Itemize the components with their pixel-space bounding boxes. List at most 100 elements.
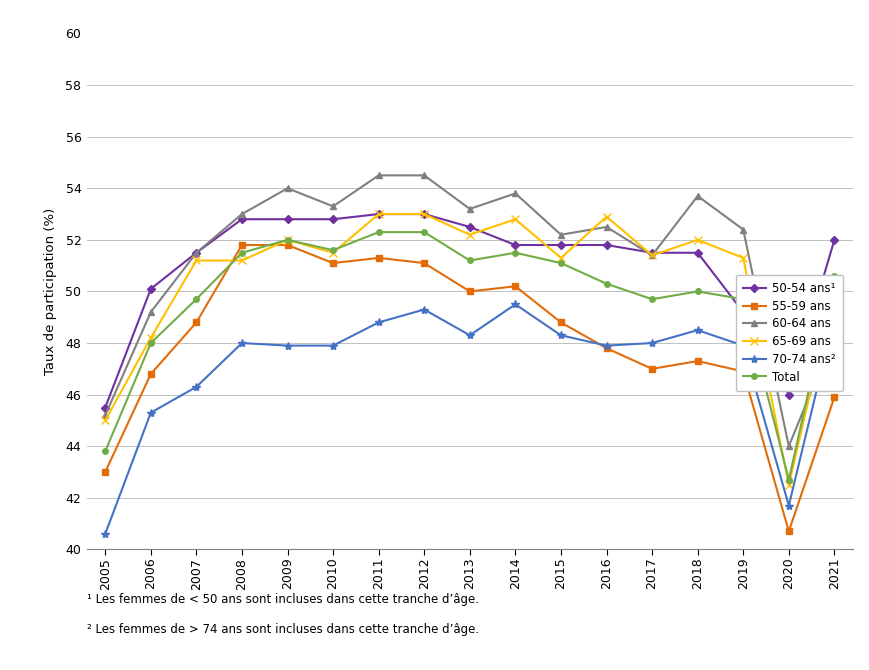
60-64 ans <box>600 223 611 231</box>
65-69 ans <box>737 254 747 262</box>
50-54 ans¹ <box>555 241 566 249</box>
Total <box>100 448 110 456</box>
Total <box>282 236 292 244</box>
55-59 ans <box>191 318 202 326</box>
50-54 ans¹ <box>692 249 702 257</box>
70-74 ans² <box>373 318 383 326</box>
55-59 ans <box>373 254 383 262</box>
Total <box>464 257 474 265</box>
60-64 ans <box>828 331 839 339</box>
60-64 ans <box>328 202 338 210</box>
65-69 ans <box>236 257 247 265</box>
50-54 ans¹ <box>647 249 657 257</box>
65-69 ans <box>509 215 520 223</box>
70-74 ans² <box>100 530 110 538</box>
55-59 ans <box>145 370 156 378</box>
Line: 55-59 ans: 55-59 ans <box>103 243 836 534</box>
65-69 ans <box>692 236 702 244</box>
65-69 ans <box>783 481 793 489</box>
Text: ² Les femmes de > 74 ans sont incluses dans cette tranche d’âge.: ² Les femmes de > 74 ans sont incluses d… <box>87 623 479 636</box>
50-54 ans¹ <box>509 241 520 249</box>
70-74 ans² <box>692 326 702 334</box>
60-64 ans <box>145 308 156 316</box>
60-64 ans <box>692 192 702 200</box>
50-54 ans¹ <box>100 403 110 411</box>
55-59 ans <box>828 393 839 401</box>
Total <box>145 339 156 347</box>
60-64 ans <box>100 411 110 419</box>
70-74 ans² <box>783 502 793 510</box>
Text: ¹ Les femmes de < 50 ans sont incluses dans cette tranche d’âge.: ¹ Les femmes de < 50 ans sont incluses d… <box>87 593 479 606</box>
55-59 ans <box>737 367 747 375</box>
70-74 ans² <box>737 342 747 350</box>
50-54 ans¹ <box>191 249 202 257</box>
55-59 ans <box>236 241 247 249</box>
70-74 ans² <box>828 313 839 321</box>
70-74 ans² <box>145 409 156 417</box>
Total <box>600 279 611 287</box>
55-59 ans <box>509 282 520 290</box>
50-54 ans¹ <box>828 236 839 244</box>
50-54 ans¹ <box>236 215 247 223</box>
60-64 ans <box>191 249 202 257</box>
Line: Total: Total <box>103 229 836 482</box>
70-74 ans² <box>555 331 566 339</box>
70-74 ans² <box>282 342 292 350</box>
Line: 50-54 ans¹: 50-54 ans¹ <box>103 211 836 410</box>
50-54 ans¹ <box>282 215 292 223</box>
65-69 ans <box>100 416 110 424</box>
55-59 ans <box>600 344 611 352</box>
55-59 ans <box>647 364 657 373</box>
65-69 ans <box>555 254 566 262</box>
60-64 ans <box>509 190 520 198</box>
65-69 ans <box>647 251 657 259</box>
50-54 ans¹ <box>419 210 429 218</box>
65-69 ans <box>145 334 156 342</box>
60-64 ans <box>419 172 429 180</box>
65-69 ans <box>282 236 292 244</box>
Line: 70-74 ans²: 70-74 ans² <box>101 300 838 538</box>
70-74 ans² <box>419 306 429 314</box>
60-64 ans <box>282 184 292 192</box>
60-64 ans <box>555 230 566 239</box>
Line: 60-64 ans: 60-64 ans <box>102 172 837 450</box>
55-59 ans <box>282 241 292 249</box>
Total <box>692 287 702 295</box>
Total <box>373 228 383 236</box>
Total <box>828 272 839 280</box>
Total <box>328 246 338 254</box>
60-64 ans <box>737 226 747 234</box>
Total <box>647 295 657 304</box>
55-59 ans <box>419 259 429 267</box>
50-54 ans¹ <box>783 391 793 399</box>
55-59 ans <box>100 468 110 476</box>
Total <box>737 295 747 304</box>
70-74 ans² <box>600 342 611 350</box>
70-74 ans² <box>464 331 474 339</box>
50-54 ans¹ <box>737 308 747 316</box>
70-74 ans² <box>236 339 247 347</box>
70-74 ans² <box>328 342 338 350</box>
70-74 ans² <box>509 300 520 308</box>
55-59 ans <box>692 357 702 365</box>
55-59 ans <box>555 318 566 326</box>
70-74 ans² <box>191 383 202 391</box>
50-54 ans¹ <box>145 285 156 293</box>
Total <box>236 249 247 257</box>
Total <box>555 259 566 267</box>
55-59 ans <box>783 527 793 535</box>
65-69 ans <box>191 257 202 265</box>
55-59 ans <box>328 259 338 267</box>
55-59 ans <box>464 287 474 295</box>
60-64 ans <box>373 172 383 180</box>
60-64 ans <box>464 205 474 213</box>
Total <box>509 249 520 257</box>
Line: 65-69 ans: 65-69 ans <box>101 210 838 489</box>
Total <box>783 476 793 484</box>
Total <box>419 228 429 236</box>
60-64 ans <box>647 251 657 259</box>
65-69 ans <box>419 210 429 218</box>
65-69 ans <box>600 212 611 220</box>
Legend: 50-54 ans¹, 55-59 ans, 60-64 ans, 65-69 ans, 70-74 ans², Total: 50-54 ans¹, 55-59 ans, 60-64 ans, 65-69 … <box>734 275 842 391</box>
65-69 ans <box>328 249 338 257</box>
